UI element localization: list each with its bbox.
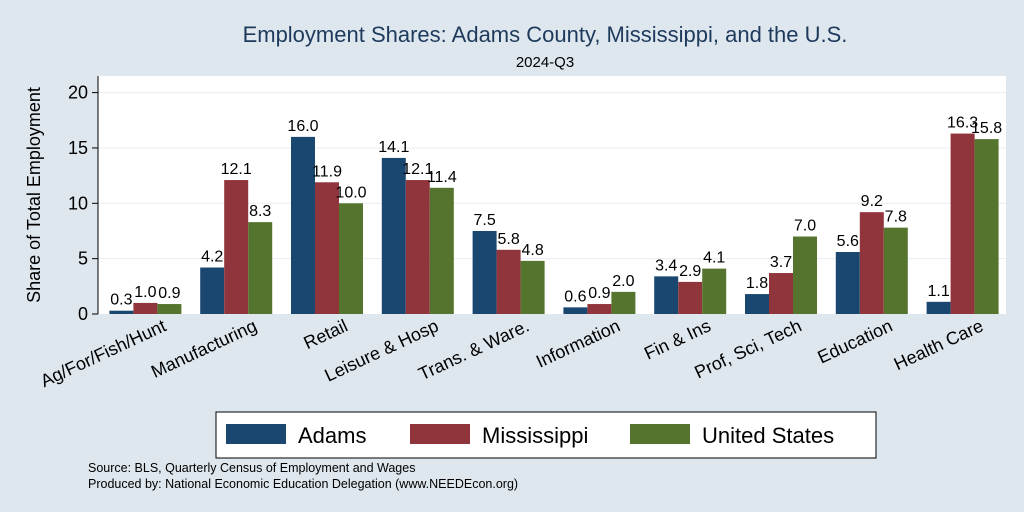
data-label: 14.1	[378, 139, 409, 156]
produced-note: Produced by: National Economic Education…	[88, 477, 518, 491]
bar-adams	[109, 310, 134, 314]
bar-adams	[745, 294, 769, 314]
y-axis-ticks: 0 5 10 15 20	[68, 83, 98, 324]
bar-mississippi	[405, 180, 430, 314]
data-label: 7.0	[794, 218, 816, 235]
bar-mississippi	[315, 182, 339, 314]
data-label: 5.6	[837, 233, 859, 250]
data-label: 1.0	[134, 284, 156, 301]
y-tick-label: 5	[78, 249, 88, 269]
legend-swatch-mississippi	[410, 424, 470, 444]
data-label: 16.3	[947, 115, 978, 132]
bar-united-states	[702, 268, 727, 314]
bars	[109, 133, 999, 314]
bar-mississippi	[496, 249, 521, 314]
chart-subtitle: 2024-Q3	[516, 54, 574, 71]
bar-adams	[926, 301, 951, 314]
y-tick-label: 0	[78, 304, 88, 324]
y-axis-label: Share of Total Employment	[24, 87, 44, 303]
data-label: 10.0	[335, 184, 366, 201]
data-label: 0.3	[110, 292, 132, 309]
data-label: 4.1	[703, 250, 725, 267]
data-label: 12.1	[402, 161, 433, 178]
data-label: 3.7	[770, 254, 792, 271]
data-label: 0.9	[158, 285, 180, 302]
y-tick-label: 20	[68, 83, 88, 103]
y-tick-label: 10	[68, 193, 88, 213]
bar-united-states	[974, 139, 999, 314]
bar-adams	[654, 276, 679, 314]
legend-swatch-adams	[226, 424, 286, 444]
bar-mississippi	[859, 212, 884, 314]
legend-box	[215, 411, 877, 459]
legend-swatch-united-states	[630, 424, 690, 444]
bar-united-states	[611, 291, 636, 314]
bar-adams	[200, 267, 225, 314]
bar-united-states	[520, 260, 545, 314]
data-label: 3.4	[655, 257, 677, 274]
bar-united-states	[793, 236, 817, 314]
data-label: 1.8	[746, 275, 768, 292]
data-label: 0.6	[564, 288, 586, 305]
data-label: 11.4	[427, 169, 457, 186]
data-label: 2.0	[612, 273, 634, 290]
data-labels: 0.3 1.0 0.94.212.18.316.011.910.014.112.11…	[110, 115, 1002, 309]
legend-label: United States	[702, 423, 834, 448]
bar-mississippi	[769, 273, 793, 314]
source-note: Source: BLS, Quarterly Census of Employm…	[88, 461, 415, 475]
data-label: 2.9	[679, 263, 701, 280]
y-tick-label: 15	[68, 138, 88, 158]
data-label: 1.1	[927, 283, 949, 300]
data-label: 11.9	[312, 163, 342, 180]
bar-adams	[381, 157, 406, 314]
bar-adams	[835, 252, 860, 314]
bar-adams	[291, 136, 315, 314]
data-label: 7.8	[885, 209, 907, 226]
bar-mississippi	[587, 304, 612, 314]
bar-mississippi	[950, 133, 975, 314]
bar-mississippi	[133, 302, 158, 314]
legend: Adams Mississippi United States	[215, 411, 877, 459]
data-label: 4.2	[201, 249, 223, 266]
legend-label: Adams	[298, 423, 366, 448]
data-label: 4.8	[521, 242, 543, 259]
data-label: 9.2	[861, 193, 883, 210]
bar-united-states	[248, 222, 273, 314]
bar-mississippi	[678, 281, 703, 314]
bar-united-states	[429, 187, 454, 314]
data-label: 12.1	[221, 161, 252, 178]
data-label: 7.5	[473, 212, 495, 229]
bar-adams	[563, 307, 588, 314]
legend-label: Mississippi	[482, 423, 588, 448]
bar-mississippi	[224, 180, 249, 314]
chart-title: Employment Shares: Adams County, Mississ…	[243, 22, 848, 47]
data-label: 16.0	[287, 118, 318, 135]
bar-united-states	[157, 304, 182, 314]
data-label: 0.9	[588, 285, 610, 302]
data-label: 8.3	[249, 203, 271, 220]
bar-united-states	[339, 203, 363, 314]
bar-united-states	[883, 227, 908, 314]
bar-adams	[472, 230, 497, 314]
data-label: 5.8	[497, 231, 519, 248]
data-label: 15.8	[971, 120, 1002, 137]
